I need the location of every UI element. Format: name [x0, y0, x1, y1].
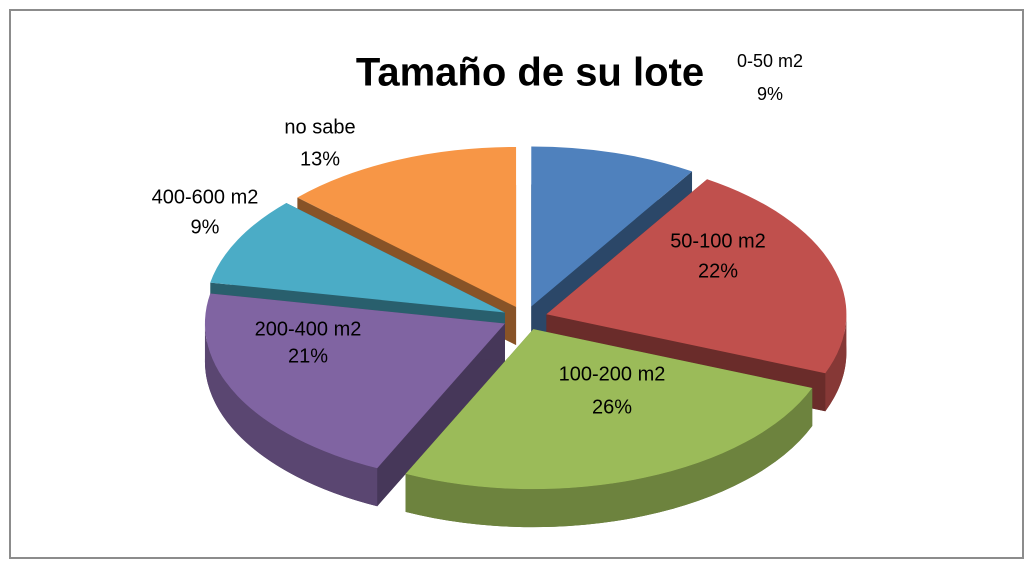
slice-wall — [405, 388, 813, 528]
slice — [210, 203, 505, 313]
data-label-value: 13% — [300, 148, 340, 170]
slice-tops — [204, 146, 847, 490]
chart-title: Tamaño de su lote — [356, 51, 704, 95]
slice — [405, 329, 813, 490]
slice — [204, 293, 505, 469]
data-label-value: 22% — [698, 260, 738, 282]
slice-side — [377, 323, 505, 507]
slice — [546, 179, 847, 374]
data-label-category: 400-600 m2 — [152, 186, 259, 208]
data-label-category: 0-50 m2 — [737, 51, 803, 71]
data-label-value: 9% — [191, 216, 220, 238]
data-label-value: 9% — [757, 84, 783, 104]
data-label-value: 21% — [288, 345, 328, 367]
slice — [297, 146, 517, 307]
data-label-category: no sabe — [284, 116, 355, 138]
data-label-value: 26% — [592, 396, 632, 418]
data-label-category: 100-200 m2 — [559, 363, 666, 385]
slice — [531, 146, 693, 307]
data-label-category: 200-400 m2 — [255, 318, 362, 340]
slice-wall — [204, 323, 378, 507]
slice-wall — [825, 314, 847, 412]
data-label-category: 50-100 m2 — [670, 230, 766, 252]
